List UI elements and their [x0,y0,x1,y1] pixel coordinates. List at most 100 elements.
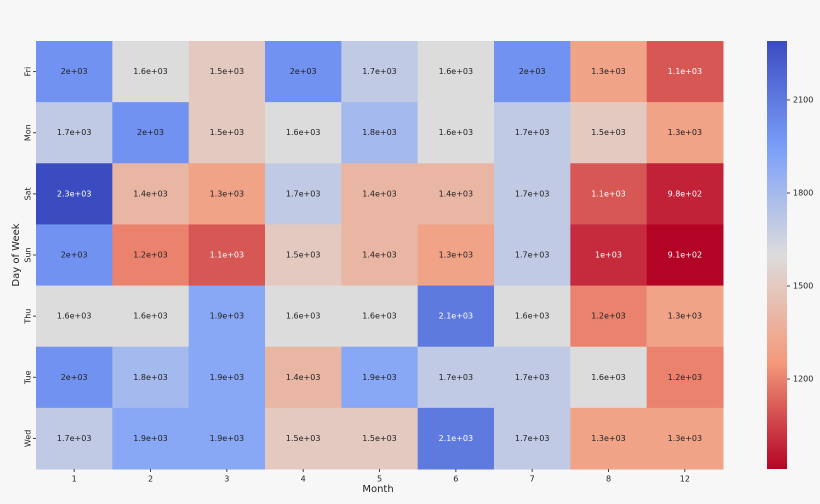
cell-label: 1.3e+03 [439,251,474,260]
cell-label: 1.3e+03 [668,128,703,137]
cell-label: 1.6e+03 [286,312,321,321]
heatmap-cell [494,102,571,164]
heatmap-cell [570,407,648,470]
heatmap-cell [341,224,419,287]
cell-label: 1.7e+03 [515,128,550,137]
heatmap-cell [112,163,190,225]
heatmap-cell [112,102,190,164]
cell-label: 1.9e+03 [210,434,245,443]
heatmap-cell [341,41,419,103]
y-tick-label: Sat [24,187,33,200]
cell-label: 1.3e+03 [668,312,703,321]
cell-label: 1.1e+03 [591,189,626,198]
cell-label: 2.1e+03 [439,312,474,321]
cell-label: 1.2e+03 [591,312,626,321]
heatmap-cell [188,224,266,287]
cell-label: 2e+03 [137,128,164,137]
colorbar [767,41,787,469]
y-axis-label: Day of Week [11,223,22,286]
heatmap-cell [341,407,419,470]
cell-label: 1.7e+03 [515,434,550,443]
x-tick-label: 5 [377,475,382,484]
heatmap-cell [341,163,419,225]
y-tick-label: Tue [24,370,33,385]
heatmap-cell [265,407,342,470]
x-tick-label: 12 [680,475,690,484]
heatmap-cell [188,41,266,103]
cell-label: 1.1e+03 [210,251,245,260]
cell-label: 1.8e+03 [133,373,168,382]
heatmap-cell [494,407,571,470]
heatmap-cell [417,407,495,470]
heatmap-cell [494,163,571,225]
cell-label: 1.6e+03 [57,312,92,321]
cell-label: 2e+03 [61,251,88,260]
heatmap-cell [36,41,113,103]
cell-label: 1.3e+03 [591,434,626,443]
cell-label: 2e+03 [290,67,317,76]
cell-label: 1.4e+03 [133,189,168,198]
heatmap-cell [417,163,495,225]
heatmap-cell [188,102,266,164]
cell-label: 1.6e+03 [515,312,550,321]
cell-label: 1e+03 [595,251,622,260]
cell-label: 1.4e+03 [286,373,321,382]
cell-label: 1.3e+03 [591,67,626,76]
heatmap-cell [265,102,342,164]
heatmap-cell [188,285,266,348]
cell-label: 1.7e+03 [515,373,550,382]
cell-label: 1.5e+03 [210,128,245,137]
cell-label: 1.6e+03 [133,312,168,321]
cell-label: 1.6e+03 [362,312,397,321]
cell-label: 1.7e+03 [286,189,321,198]
y-tick-label: Mon [24,124,33,141]
heatmap-cell [341,285,419,348]
x-axis-label: Month [362,484,393,495]
x-tick-label: 2 [148,475,153,484]
cell-label: 9.1e+02 [668,251,703,260]
x-tick-label: 8 [606,475,611,484]
x-tick-label: 3 [224,475,229,484]
cell-label: 1.8e+03 [362,128,397,137]
cell-label: 1.6e+03 [439,67,474,76]
heatmap-cell [494,346,571,409]
heatmap-cell [646,224,724,287]
heatmap-cell [265,346,342,409]
cell-label: 1.6e+03 [439,128,474,137]
heatmap-cell [570,346,648,409]
cell-label: 1.5e+03 [286,434,321,443]
heatmap-cell [112,407,190,470]
y-tick-label: Thu [24,309,33,325]
heatmap-cell [265,224,342,287]
cell-label: 1.4e+03 [439,189,474,198]
heatmap-cell [112,285,190,348]
cell-label: 1.9e+03 [362,373,397,382]
cell-label: 1.3e+03 [210,189,245,198]
y-tick-label: Fri [24,67,33,77]
cell-label: 9.8e+02 [668,189,703,198]
cell-label: 1.7e+03 [57,128,92,137]
cell-label: 1.6e+03 [286,128,321,137]
cell-label: 1.1e+03 [668,67,703,76]
heatmap-cell [112,41,190,103]
cell-label: 1.9e+03 [133,434,168,443]
heatmap-cell [417,102,495,164]
y-tick-label: Wed [24,430,33,447]
cell-label: 2e+03 [61,373,88,382]
cell-label: 1.5e+03 [362,434,397,443]
x-tick-label: 6 [453,475,458,484]
heatmap-cell [570,41,648,103]
cell-label: 1.2e+03 [668,373,703,382]
heatmap-cell [188,407,266,470]
heatmap-cell [36,163,113,225]
heatmap-cell [36,407,113,470]
heatmap-cell [36,102,113,164]
cell-label: 1.5e+03 [210,67,245,76]
heatmap-cell [265,163,342,225]
heatmap-cell [646,102,724,164]
heatmap-cell [417,346,495,409]
heatmap-cell [570,224,648,287]
colorbar-tick-label: 1800 [793,188,813,197]
heatmap-cell [36,224,113,287]
